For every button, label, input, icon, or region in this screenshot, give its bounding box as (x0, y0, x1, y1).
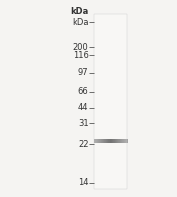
Bar (118, 139, 119, 143)
Bar (110, 139, 111, 143)
Bar (97, 139, 98, 143)
Text: 22: 22 (78, 140, 88, 149)
Bar (94, 139, 127, 140)
Bar (103, 139, 104, 143)
Text: 97: 97 (78, 69, 88, 77)
Bar (105, 139, 106, 143)
Bar (108, 139, 109, 143)
Bar (109, 139, 110, 143)
Bar (95, 139, 96, 143)
Bar (101, 139, 102, 143)
Bar (94, 139, 95, 143)
Bar (112, 139, 113, 143)
Text: kDa: kDa (70, 7, 88, 16)
Text: 116: 116 (73, 51, 88, 60)
Bar (117, 139, 118, 143)
Text: kDa: kDa (72, 18, 88, 27)
Bar (104, 139, 105, 143)
Bar (105, 139, 106, 143)
Bar (94, 140, 127, 141)
Bar (113, 139, 114, 143)
Bar (106, 139, 107, 143)
Bar (114, 139, 115, 143)
Bar (112, 139, 113, 143)
Bar (94, 139, 95, 143)
Bar (113, 139, 114, 143)
Bar (104, 139, 105, 143)
Bar (123, 139, 124, 143)
Bar (124, 139, 125, 143)
Bar (118, 139, 119, 143)
Bar (126, 139, 127, 143)
Bar (103, 139, 104, 143)
Bar (127, 139, 128, 143)
Bar (96, 139, 97, 143)
Bar (119, 139, 120, 143)
Bar (94, 14, 127, 189)
Bar (125, 139, 126, 143)
Bar (99, 139, 100, 143)
Bar (94, 141, 127, 142)
Bar (121, 139, 122, 143)
Bar (94, 140, 127, 141)
Bar (99, 139, 100, 143)
Bar (117, 139, 118, 143)
Bar (107, 139, 108, 143)
Text: 31: 31 (78, 119, 88, 128)
Text: 14: 14 (78, 178, 88, 188)
Text: 200: 200 (73, 43, 88, 52)
Bar (100, 139, 101, 143)
Bar (94, 141, 127, 142)
Bar (98, 139, 99, 143)
Bar (120, 139, 121, 143)
Text: 66: 66 (78, 87, 88, 96)
Bar (94, 142, 127, 143)
Bar (126, 139, 127, 143)
Bar (94, 139, 127, 140)
Bar (122, 139, 123, 143)
Bar (115, 139, 116, 143)
Bar (111, 139, 112, 143)
Bar (116, 139, 117, 143)
Text: 44: 44 (78, 103, 88, 112)
Bar (102, 139, 103, 143)
Bar (108, 139, 109, 143)
Bar (94, 142, 127, 143)
